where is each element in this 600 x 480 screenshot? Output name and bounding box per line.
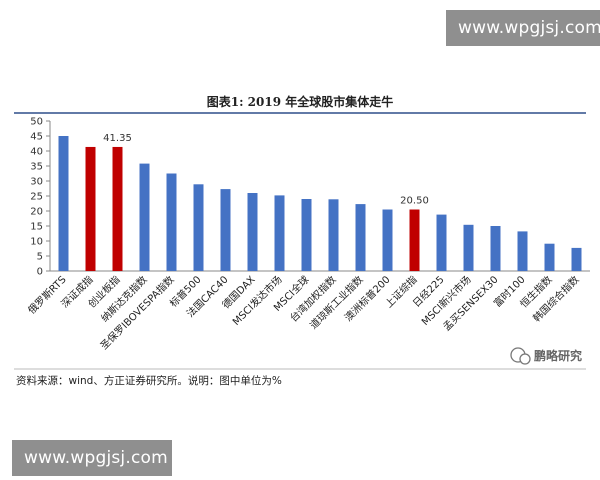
bar <box>571 247 582 271</box>
data-label: 41.35 <box>103 133 132 144</box>
y-tick-label: 0 <box>37 267 43 278</box>
y-tick-label: 20 <box>30 207 43 218</box>
y-tick-label: 50 <box>30 117 43 128</box>
data-labels: 41.35 20.50 <box>103 133 429 207</box>
bar <box>382 209 393 271</box>
bar <box>85 146 96 271</box>
y-tick-label: 40 <box>30 147 43 158</box>
x-tick-label: 俄罗斯RTS <box>25 273 69 317</box>
source-note: 资料来源：wind、方正证券研究所。说明：图中单位为% <box>16 374 282 387</box>
wechat-icon <box>510 347 531 365</box>
bar <box>544 243 555 271</box>
y-tick-label: 10 <box>30 237 43 248</box>
bar <box>166 173 177 271</box>
watermark-bottom: www.wpgjsj.com <box>12 440 172 476</box>
bars <box>58 136 582 271</box>
bar <box>355 204 366 271</box>
bar <box>274 195 285 271</box>
bar <box>409 209 420 271</box>
y-tick-label: 30 <box>30 177 43 188</box>
bar <box>139 163 150 271</box>
bar <box>436 214 447 271</box>
y-tick-label: 45 <box>30 132 43 143</box>
bar <box>220 189 231 271</box>
bar <box>247 193 258 271</box>
logo-text: 鹏略研究 <box>534 348 582 363</box>
chart-title: 图表1: 2019 年全球股市集体走牛 <box>207 94 394 109</box>
y-tick-label: 15 <box>30 222 43 233</box>
bar <box>517 231 528 271</box>
data-label: 20.50 <box>400 196 429 207</box>
y-tick-label: 35 <box>30 162 43 173</box>
x-axis-labels: 俄罗斯RTS深证成指创业板指纳斯达克指数圣保罗IBOVESPA指数标普500法国… <box>25 273 582 352</box>
y-tick-label: 5 <box>37 252 43 263</box>
watermark-top: www.wpgjsj.com <box>446 10 600 46</box>
bar <box>112 146 123 271</box>
bar <box>328 199 339 271</box>
bar <box>193 184 204 271</box>
bar <box>58 136 69 271</box>
bar <box>463 224 474 271</box>
bar <box>490 226 501 271</box>
bar <box>301 199 312 271</box>
y-tick-label: 25 <box>30 192 43 203</box>
